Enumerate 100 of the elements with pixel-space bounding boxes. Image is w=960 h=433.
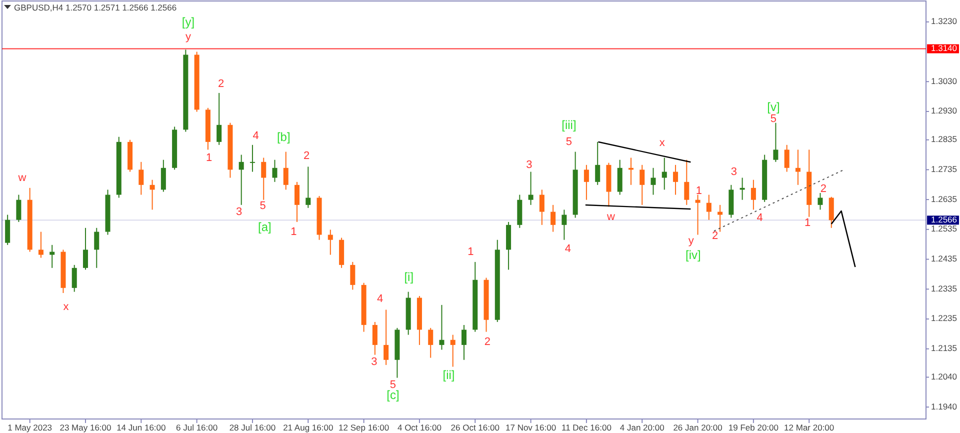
annotation: 2 bbox=[820, 182, 827, 195]
annotation: 5 bbox=[566, 136, 572, 148]
candlestick bbox=[718, 204, 723, 232]
candlestick bbox=[795, 149, 800, 186]
candlestick bbox=[673, 164, 678, 196]
y-tick-label: 1.2930 bbox=[931, 106, 958, 116]
annotation: 4 bbox=[564, 242, 572, 255]
candlestick bbox=[160, 159, 166, 192]
candlestick bbox=[784, 144, 790, 172]
annotation: 3 bbox=[236, 206, 242, 218]
chart-title: GBPUSD,H4 1.2570 1.2571 1.2566 1.2566 bbox=[14, 2, 177, 12]
annotation: 4 bbox=[252, 130, 259, 142]
candlestick bbox=[461, 324, 467, 360]
x-tick-label: 21 Aug 16:00 bbox=[283, 422, 334, 432]
annotation: 2 bbox=[484, 336, 490, 348]
y-tick-label: 1.1940 bbox=[931, 401, 958, 412]
x-tick-label: 26 Jan 20:00 bbox=[673, 422, 723, 432]
candlestick bbox=[250, 144, 255, 172]
x-tick-label: 28 Jul 16:00 bbox=[229, 422, 276, 432]
candlestick bbox=[150, 179, 155, 210]
annotation: [c] bbox=[386, 388, 400, 402]
candlestick bbox=[617, 159, 622, 196]
candlestick bbox=[261, 157, 266, 200]
y-tick-label: 1.2835 bbox=[931, 134, 958, 144]
candlestick bbox=[283, 151, 288, 190]
candlestick bbox=[384, 309, 389, 366]
candlestick bbox=[238, 154, 244, 206]
y-tick-label: 1.2735 bbox=[931, 164, 958, 174]
candlestick bbox=[216, 92, 222, 146]
annotation: [ii] bbox=[442, 368, 455, 382]
annotation: 1 bbox=[290, 226, 297, 238]
candlestick bbox=[528, 171, 534, 206]
y-tick-label: 1.2040 bbox=[931, 371, 958, 382]
candlestick bbox=[138, 161, 144, 196]
candlestick bbox=[595, 141, 600, 186]
candlestick bbox=[550, 204, 556, 232]
candlestick bbox=[584, 164, 589, 200]
x-tick-label: 23 May 16:00 bbox=[60, 422, 112, 432]
candlestick bbox=[428, 327, 434, 358]
annotation: [iii] bbox=[562, 118, 576, 132]
annotation: [i] bbox=[404, 270, 414, 284]
x-tick-label: 11 Dec 16:00 bbox=[561, 422, 612, 432]
annotation: x bbox=[659, 136, 666, 149]
annotation: 3 bbox=[526, 158, 532, 171]
candlestick bbox=[650, 167, 656, 196]
candlestick bbox=[82, 227, 88, 270]
annotation: 2 bbox=[304, 150, 310, 162]
y-tick-label: 1.2135 bbox=[931, 343, 958, 354]
y-tick-label: 1.2535 bbox=[931, 224, 958, 234]
candlestick bbox=[750, 179, 756, 210]
candlestick bbox=[450, 334, 456, 368]
ref-line-label: 1.3140 bbox=[931, 43, 958, 54]
x-tick-label: 19 Feb 20:00 bbox=[728, 422, 779, 432]
y-tick-label: 1.2335 bbox=[931, 283, 958, 294]
annotation: [y] bbox=[182, 15, 195, 30]
candlestick bbox=[294, 181, 300, 222]
candlestick bbox=[50, 244, 55, 268]
x-tick-label: 4 Oct 16:00 bbox=[397, 422, 442, 432]
annotation: 2 bbox=[712, 230, 718, 242]
candlestick bbox=[328, 229, 333, 256]
y-tick-label: 1.2235 bbox=[931, 313, 958, 324]
x-tick-label: 1 May 2023 bbox=[8, 422, 52, 432]
y-tick-label: 1.2435 bbox=[931, 254, 958, 264]
candlestick bbox=[5, 214, 10, 246]
y-tick-label: 1.3230 bbox=[931, 16, 958, 26]
candlestick bbox=[439, 304, 444, 350]
candlestick bbox=[684, 159, 690, 206]
candlestick bbox=[706, 194, 712, 220]
candlestick bbox=[539, 189, 544, 226]
annotation: 4 bbox=[756, 212, 763, 224]
annotation: 1 bbox=[206, 152, 212, 164]
annotation: w bbox=[17, 172, 26, 184]
annotation: [b] bbox=[276, 130, 290, 144]
candlestick bbox=[372, 321, 378, 356]
x-tick-label: 4 Jan 20:00 bbox=[620, 422, 665, 432]
annotation: 1 bbox=[804, 216, 811, 229]
candlestick bbox=[72, 264, 77, 292]
candlestick bbox=[306, 166, 311, 208]
annotation: [a] bbox=[258, 220, 272, 234]
annotation: 5 bbox=[390, 378, 396, 391]
ref-line-label: 1.2566 bbox=[931, 214, 958, 224]
candlestick bbox=[272, 159, 278, 182]
annotation: 5 bbox=[260, 200, 266, 212]
annotation: w bbox=[606, 210, 615, 223]
candlestick bbox=[16, 194, 22, 222]
x-tick-label: 12 Mar 20:00 bbox=[784, 422, 834, 432]
candlestick bbox=[695, 194, 700, 236]
candlestick bbox=[773, 122, 778, 162]
annotation: [v] bbox=[767, 100, 780, 114]
annotation: 5 bbox=[770, 112, 777, 125]
annotation: x bbox=[63, 300, 70, 313]
annotation: y bbox=[185, 30, 192, 43]
annotation: y bbox=[688, 234, 694, 247]
x-tick-label: 14 Jun 16:00 bbox=[116, 422, 166, 432]
candlestick bbox=[38, 231, 44, 258]
candlestick bbox=[828, 196, 834, 228]
x-tick-label: 17 Nov 16:00 bbox=[506, 422, 556, 432]
annotation: 2 bbox=[218, 78, 224, 90]
x-tick-label: 26 Oct 16:00 bbox=[450, 422, 500, 432]
candlestick bbox=[562, 209, 567, 240]
